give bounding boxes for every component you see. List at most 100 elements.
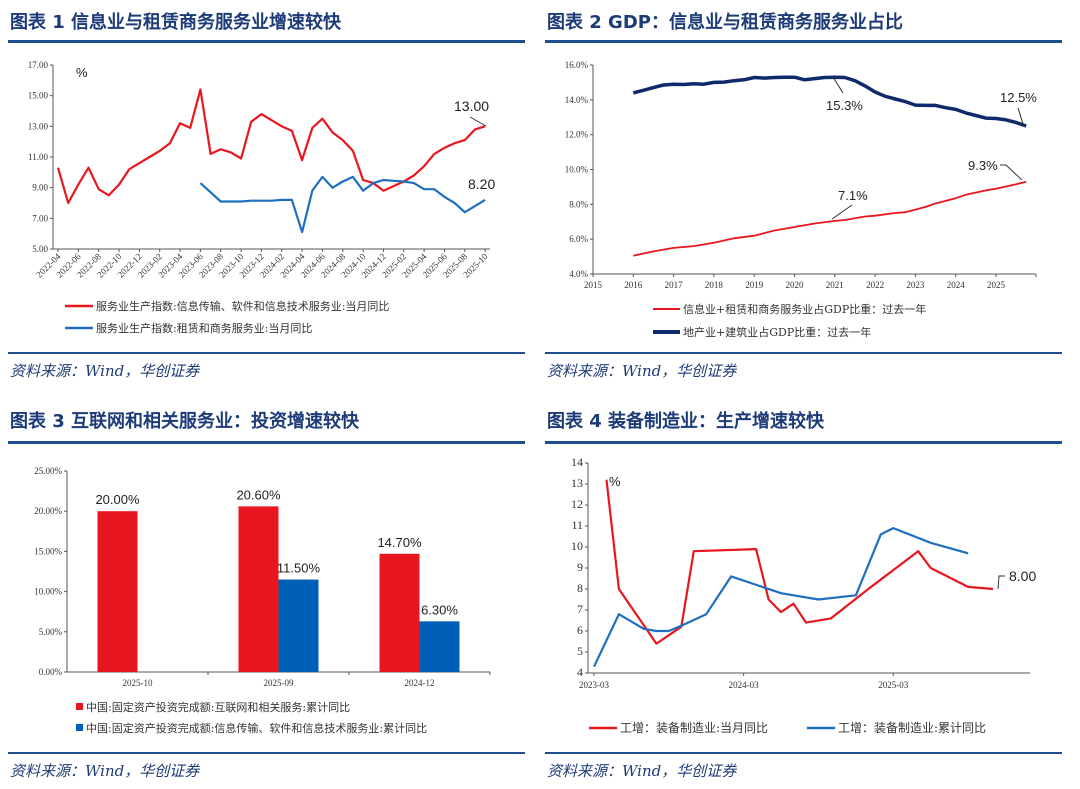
series-line-leasing: [199, 175, 486, 234]
chart-3-plot: 0.00% 5.00% 10.00% 15.00% 20.00% 25.00% 2025-1…: [34, 466, 491, 688]
y-tick-label: 4: [577, 665, 583, 679]
annotation-red-last: 9.3%: [968, 158, 998, 173]
y-tick-label: 15.00: [28, 91, 49, 101]
legend-red-label: 工增：装备制造业:当月同比: [620, 721, 768, 735]
x-tick-label: 2023-03: [579, 680, 609, 690]
y-tick-label: 4.0%: [569, 269, 588, 279]
bar-value-label: 20.00%: [95, 492, 140, 507]
annotation-red-last: 13.00: [454, 98, 489, 114]
chart-3-title: 图表 3 互联网和相关服务业：投资增速较快: [10, 410, 360, 432]
y-tick-label: 17.00: [28, 60, 49, 70]
chart-2-plot: 4.0% 6.0% 8.0% 10.0% 12.0% 14.0% 16.0% 2015 2016…: [565, 60, 1037, 290]
chart-1-plot: 5.007.009.0011.0013.0015.0017.002022-042…: [28, 60, 490, 280]
x-tick-label: 2024-03: [729, 680, 759, 690]
chart-4-title: 图表 4 装备制造业：生产增速较快: [547, 410, 825, 432]
y-tick-label: 7.00: [32, 213, 48, 223]
series-line-info-leasing: [633, 180, 1027, 257]
y-tick-label: 6: [577, 623, 583, 637]
y-tick-label: 0.00%: [39, 667, 63, 677]
x-tick-label: 2025-03: [878, 680, 908, 690]
y-tick-label: 13.00: [28, 121, 49, 131]
x-tick-label: 2023: [906, 280, 925, 290]
annotation-red-2021: 7.1%: [838, 188, 868, 203]
x-tick-label: 2017: [665, 280, 684, 290]
y-tick-label: 10.0%: [565, 165, 589, 175]
y-tick-label: 15.00%: [34, 546, 62, 556]
annotation-red-last: 8.00: [1009, 568, 1036, 584]
footer-rule: [545, 752, 1062, 754]
x-tick-label: 2022: [866, 280, 884, 290]
panel-chart-1: 图表 1 信息业与租赁商务服务业增速较快 5.00 7.00 9.00 11.00 13…: [8, 11, 525, 380]
footer-rule: [8, 752, 525, 754]
annotation-leader: [831, 204, 853, 220]
bar-value-label: 6.30%: [421, 602, 458, 617]
annotation-leader: [469, 116, 487, 127]
annotation-leader: [1000, 164, 1023, 181]
y-tick-label: 20.00%: [34, 506, 62, 516]
y-tick-label: 11: [571, 518, 583, 532]
series-line-monthly: [605, 479, 994, 645]
bar-value-label: 20.60%: [236, 487, 281, 502]
series-line-info-tech: [56, 88, 486, 205]
annotation-blue-last: 8.20: [468, 176, 495, 192]
y-tick-label: 12.0%: [565, 130, 589, 140]
legend-red-label: 服务业生产指数:信息传输、软件和信息技术服务业:当月同比: [96, 299, 389, 313]
x-tick-label: 2015: [584, 280, 603, 290]
y-tick-label: 6.0%: [569, 234, 588, 244]
y-tick-label: 13: [571, 476, 583, 490]
legend-navy-label: 地产业+建筑业占GDP比重：过去一年: [683, 325, 871, 339]
y-tick-label: 11.00: [28, 152, 48, 162]
x-tick-label: 2019: [745, 280, 764, 290]
x-tick-label: 2018: [705, 280, 724, 290]
source-note: 资料来源：Wind，华创证券: [547, 362, 737, 380]
title-rule: [545, 441, 1062, 444]
x-tick-label: 2016: [624, 280, 643, 290]
panel-chart-2: 图表 2 GDP：信息业与租赁商务服务业占比 4.0% 6.0% 8.0% 10.0%…: [545, 11, 1062, 380]
panel-chart-4: 图表 4 装备制造业：生产增速较快 4 5 6 7 8 9 10 11 12 13 14 2023-0…: [545, 410, 1062, 780]
bar-internet: [238, 506, 279, 672]
legend-red-label: 中国:固定资产投资完成额:互联网和相关服务:累计同比: [86, 700, 350, 714]
legend-blue-label: 中国:固定资产投资完成额:信息传输、软件和信息技术服务业:累计同比: [86, 721, 427, 735]
y-tick-label: 5.00%: [39, 627, 63, 637]
panel-chart-3: 图表 3 互联网和相关服务业：投资增速较快 0.00% 5.00% 10.00% 15…: [8, 410, 525, 780]
footer-rule: [8, 352, 525, 354]
chart-1-title: 图表 1 信息业与租赁商务服务业增速较快: [10, 11, 342, 33]
y-tick-label: 5.00: [32, 244, 48, 254]
x-tick-label: 2025-10: [123, 678, 153, 688]
x-tick-label: 2024-12: [405, 678, 435, 688]
legend-red-swatch: [76, 703, 83, 710]
annotation-leader: [997, 575, 1005, 590]
unit-label: %: [76, 65, 88, 80]
bar-value-label: 14.70%: [377, 535, 422, 550]
x-tick-label: 2024: [947, 280, 966, 290]
chart-4-plot: 4 5 6 7 8 9 10 11 12 13 14 2023-03 2024-03 2025-03: [571, 455, 1030, 690]
y-tick-label: 9.00: [32, 183, 48, 193]
legend-blue-label: 服务业生产指数:租赁和商务服务业:当月同比: [96, 321, 312, 335]
series-line-realestate-construction: [632, 75, 1027, 128]
bar-info-tech: [278, 579, 319, 672]
y-tick-label: 10.00%: [34, 587, 62, 597]
source-note: 资料来源：Wind，华创证券: [547, 762, 737, 780]
y-tick-label: 8: [577, 581, 583, 595]
title-rule: [545, 40, 1062, 43]
y-tick-label: 10: [571, 539, 583, 553]
y-tick-label: 16.0%: [565, 60, 589, 70]
bar-value-label: 11.50%: [277, 561, 321, 576]
annotation-leader: [832, 76, 844, 94]
annotation-navy-peak: 15.3%: [826, 98, 863, 113]
annotation-leader: [1017, 107, 1024, 125]
legend-red-label: 信息业+租赁和商务服务业占GDP比重：过去一年: [683, 302, 926, 316]
chart-2-title: 图表 2 GDP：信息业与租赁商务服务业占比: [547, 11, 903, 33]
x-tick-label: 2021: [826, 280, 844, 290]
source-note: 资料来源：Wind，华创证券: [10, 362, 200, 380]
y-tick-label: 12: [571, 497, 583, 511]
legend-blue-swatch: [76, 724, 83, 731]
series-line-cumulative: [593, 527, 969, 668]
title-rule: [8, 441, 525, 444]
y-tick-label: 7: [577, 602, 583, 616]
title-rule: [8, 40, 525, 43]
y-tick-label: 9: [577, 560, 583, 574]
y-tick-label: 14.0%: [565, 95, 589, 105]
source-note: 资料来源：Wind，华创证券: [10, 762, 200, 780]
